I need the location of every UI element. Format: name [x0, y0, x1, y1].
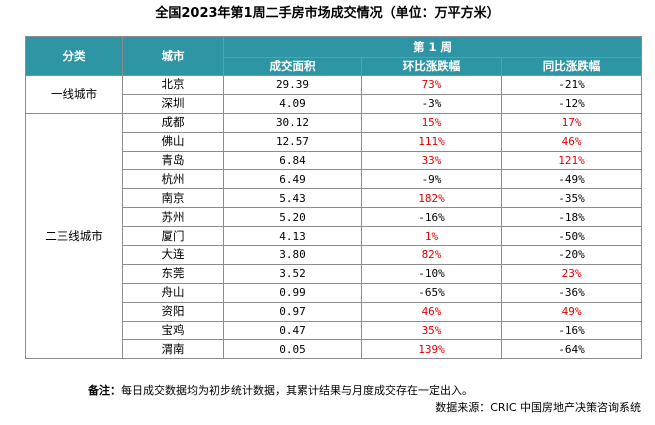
yoy-cell: 121% [500, 150, 643, 171]
page-title: 全国2023年第1周二手房市场成交情况（单位：万平方米） [155, 6, 500, 21]
city-cell: 宝鸡 [122, 320, 224, 341]
city-cell: 苏州 [122, 207, 224, 228]
table-row: 大连 3.80 82% -20% [26, 245, 643, 265]
mom-cell: -10% [361, 263, 502, 284]
area-cell: 6.84 [223, 150, 362, 171]
city-cell: 青岛 [122, 150, 224, 171]
table-row: 苏州 5.20 -16% -18% [26, 207, 643, 228]
note-text: 每日成交数据均为初步统计数据，其累计结果与月度成交存在一定出入。 [121, 384, 473, 397]
table-row: 渭南 0.05 139% -64% [26, 339, 643, 360]
area-cell: 0.99 [223, 282, 362, 303]
yoy-cell: -21% [500, 75, 643, 95]
city-cell: 佛山 [122, 131, 224, 152]
mom-cell: 46% [361, 301, 502, 322]
mom-cell: -9% [361, 169, 502, 190]
mom-cell: 111% [361, 131, 502, 152]
table-row: 东莞 3.52 -10% 23% [26, 263, 643, 284]
area-cell: 3.80 [223, 245, 362, 265]
header-city: 城市 [122, 36, 224, 76]
city-cell: 南京 [122, 188, 224, 209]
table-row: 一线城市 北京 29.39 73% -21% [25, 75, 643, 114]
mom-cell: -65% [361, 282, 502, 303]
header-area: 成交面积 [223, 57, 362, 76]
yoy-cell: -12% [500, 93, 643, 114]
area-cell: 5.43 [223, 188, 362, 209]
table-row: 宝鸡 0.47 35% -16% [26, 320, 643, 341]
area-cell: 29.39 [223, 75, 362, 95]
header-week: 第 1 周 [222, 36, 643, 58]
mom-cell: 1% [361, 226, 502, 247]
mom-cell: -16% [361, 207, 502, 228]
yoy-cell: -16% [500, 320, 643, 341]
table-row: 舟山 0.99 -65% -36% [26, 282, 643, 303]
area-cell: 0.05 [223, 339, 362, 360]
area-cell: 4.09 [223, 93, 362, 114]
header-mom: 环比涨跌幅 [361, 57, 502, 76]
category-cell: 一线城市 [25, 75, 123, 114]
city-cell: 成都 [122, 112, 224, 133]
table-row: 厦门 4.13 1% -50% [26, 226, 643, 247]
area-cell: 5.20 [223, 207, 362, 228]
mom-cell: 15% [361, 112, 502, 133]
city-cell: 舟山 [122, 282, 224, 303]
yoy-cell: -18% [500, 207, 643, 228]
yoy-cell: 17% [500, 112, 643, 133]
yoy-cell: -20% [500, 245, 643, 265]
mom-cell: 82% [361, 245, 502, 265]
footnote: 备注：每日成交数据均为初步统计数据，其累计结果与月度成交存在一定出入。 [88, 383, 473, 399]
mom-cell: 182% [361, 188, 502, 209]
mom-cell: 139% [361, 339, 502, 360]
yoy-cell: 49% [500, 301, 643, 322]
yoy-cell: 46% [500, 131, 643, 152]
area-cell: 0.97 [223, 301, 362, 322]
table-row: 杭州 6.49 -9% -49% [26, 169, 643, 190]
note-label: 备注： [88, 384, 121, 397]
mom-cell: 33% [361, 150, 502, 171]
area-cell: 12.57 [223, 131, 362, 152]
header-category: 分类 [25, 36, 123, 76]
transaction-table: 分类 城市 第 1 周 成交面积 环比涨跌幅 同比涨跌幅 一线城市 北京 29.39… [25, 36, 643, 360]
mom-cell: 35% [361, 320, 502, 341]
yoy-cell: -50% [500, 226, 643, 247]
yoy-cell: -64% [500, 339, 643, 360]
mom-cell: -3% [361, 93, 502, 114]
mom-cell: 73% [361, 75, 502, 95]
city-cell: 东莞 [122, 263, 224, 284]
category-cell: 二三线城市 [25, 112, 123, 360]
area-cell: 30.12 [223, 112, 362, 133]
city-cell: 渭南 [122, 339, 224, 360]
area-cell: 3.52 [223, 263, 362, 284]
city-cell: 北京 [122, 75, 224, 95]
header-yoy: 同比涨跌幅 [500, 57, 643, 76]
city-cell: 资阳 [122, 301, 224, 322]
city-cell: 大连 [122, 245, 224, 265]
table-row: 南京 5.43 182% -35% [26, 188, 643, 209]
table-row: 青岛 6.84 33% 121% [26, 150, 643, 171]
table-body: 一线城市 北京 29.39 73% -21% 深圳 4.09 -3% -12% 二三线城市 成都 30… [25, 75, 643, 360]
table-row: 资阳 0.97 46% 49% [26, 301, 643, 322]
table-row: 二三线城市 成都 30.12 15% 17% [25, 112, 643, 360]
yoy-cell: 23% [500, 263, 643, 284]
data-source: 数据来源：CRIC 中国房地产决策咨询系统 [435, 401, 641, 414]
area-cell: 6.49 [223, 169, 362, 190]
city-cell: 杭州 [122, 169, 224, 190]
yoy-cell: -36% [500, 282, 643, 303]
area-cell: 4.13 [223, 226, 362, 247]
city-cell: 厦门 [122, 226, 224, 247]
yoy-cell: -35% [500, 188, 643, 209]
city-cell: 深圳 [122, 93, 224, 114]
area-cell: 0.47 [223, 320, 362, 341]
yoy-cell: -49% [500, 169, 643, 190]
